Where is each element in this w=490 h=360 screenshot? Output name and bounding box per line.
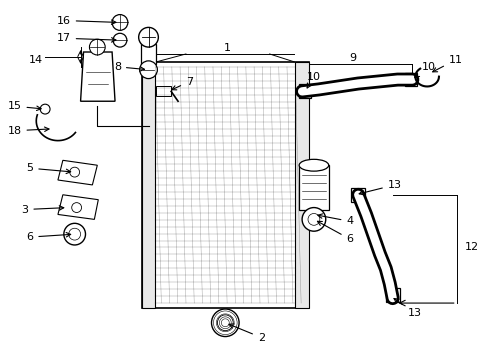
Text: 8: 8 xyxy=(114,62,145,72)
Bar xyxy=(299,165,329,210)
Circle shape xyxy=(113,33,127,47)
Text: 11: 11 xyxy=(433,55,463,72)
Bar xyxy=(142,62,309,308)
Circle shape xyxy=(212,309,239,337)
Bar xyxy=(406,73,417,86)
Text: 6: 6 xyxy=(26,232,71,242)
Bar xyxy=(156,86,171,96)
Text: 13: 13 xyxy=(394,298,421,318)
Bar xyxy=(142,62,155,308)
Circle shape xyxy=(302,208,326,231)
Circle shape xyxy=(90,39,105,55)
Circle shape xyxy=(139,27,158,47)
Text: 10: 10 xyxy=(415,62,436,77)
Circle shape xyxy=(112,15,128,30)
Text: 14: 14 xyxy=(28,55,43,65)
Text: 16: 16 xyxy=(57,15,116,26)
Bar xyxy=(141,44,156,64)
Text: 1: 1 xyxy=(224,43,231,53)
Bar xyxy=(299,85,311,98)
Polygon shape xyxy=(58,195,98,219)
Text: 6: 6 xyxy=(318,221,353,244)
Text: 15: 15 xyxy=(7,101,41,111)
Text: 17: 17 xyxy=(57,33,116,43)
Text: 9: 9 xyxy=(350,53,357,63)
Text: 13: 13 xyxy=(359,180,402,195)
Text: 5: 5 xyxy=(26,163,71,174)
Circle shape xyxy=(40,104,50,114)
Text: 2: 2 xyxy=(229,324,265,342)
Polygon shape xyxy=(80,52,115,101)
Ellipse shape xyxy=(299,159,329,171)
Polygon shape xyxy=(58,160,98,185)
Text: 18: 18 xyxy=(7,126,49,136)
Circle shape xyxy=(140,61,157,78)
Text: 10: 10 xyxy=(307,72,321,88)
Bar xyxy=(386,288,399,302)
Circle shape xyxy=(64,223,85,245)
Text: 12: 12 xyxy=(465,242,479,252)
Text: 4: 4 xyxy=(318,214,354,226)
Text: 3: 3 xyxy=(22,204,64,215)
Bar xyxy=(351,188,365,202)
Bar xyxy=(295,62,309,308)
Text: 7: 7 xyxy=(172,77,193,90)
